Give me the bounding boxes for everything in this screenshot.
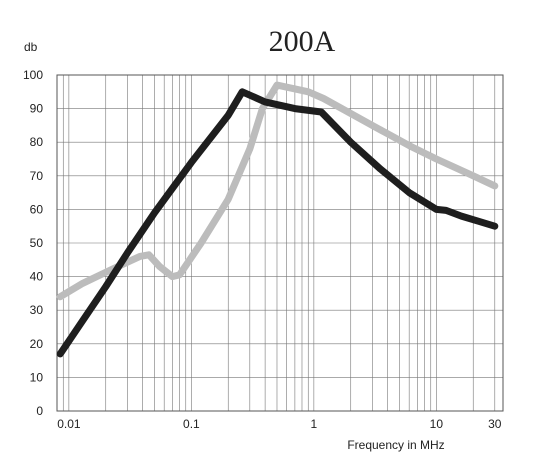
y-axis-unit-label: db bbox=[24, 40, 38, 54]
y-tick-label: 60 bbox=[30, 202, 44, 216]
y-tick-label: 20 bbox=[30, 337, 44, 351]
series-line-2 bbox=[56, 81, 499, 301]
x-tick-label: 0.1 bbox=[183, 417, 200, 431]
series-line-1 bbox=[56, 88, 499, 358]
y-tick-label: 70 bbox=[30, 169, 44, 183]
y-tick-label: 80 bbox=[30, 135, 44, 149]
y-tick-label: 50 bbox=[30, 236, 44, 250]
tick-labels: 0 10 20 30 40 50 60 70 80 90 100 0.01 0.1 1 10 30 bbox=[23, 68, 502, 431]
plot-frame bbox=[56, 74, 504, 412]
y-tick-label: 100 bbox=[23, 68, 43, 82]
grid bbox=[56, 74, 504, 412]
chart-title: 200A bbox=[269, 25, 336, 58]
y-tick-label: 90 bbox=[30, 102, 44, 116]
y-tick-label: 0 bbox=[36, 404, 43, 418]
x-tick-label: 30 bbox=[488, 417, 502, 431]
x-tick-label: 1 bbox=[311, 417, 318, 431]
series-group bbox=[56, 81, 499, 358]
x-axis-title: Frequency in MHz bbox=[347, 438, 444, 452]
y-tick-label: 10 bbox=[30, 370, 44, 384]
x-tick-label: 0.01 bbox=[57, 417, 81, 431]
y-tick-label: 40 bbox=[30, 270, 44, 284]
y-tick-label: 30 bbox=[30, 303, 44, 317]
x-tick-label: 10 bbox=[430, 417, 444, 431]
